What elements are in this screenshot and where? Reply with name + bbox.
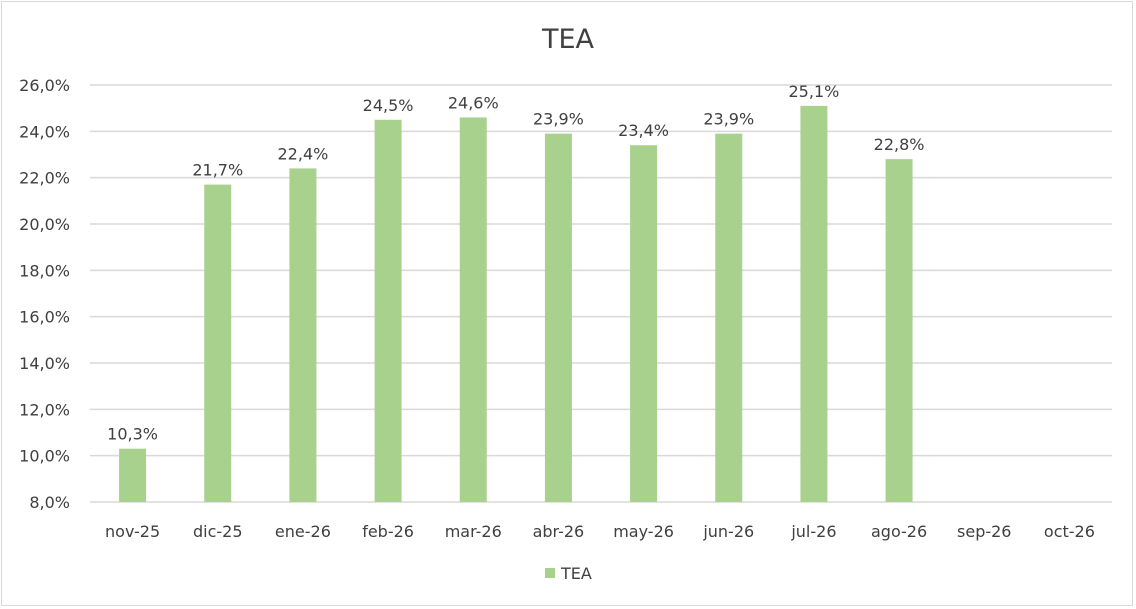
data-label: 22,4% xyxy=(278,144,329,163)
bar xyxy=(289,168,317,502)
bar xyxy=(630,145,658,502)
legend-swatch xyxy=(545,568,555,578)
bar xyxy=(374,119,402,502)
x-tick-label: dic-25 xyxy=(193,522,243,541)
data-labels: 10,3% 21,7% 22,4% 24,5% 24,6% 23,9% 23,4% 23,9%… xyxy=(107,82,924,444)
bar xyxy=(204,184,232,502)
data-label: 24,6% xyxy=(448,93,499,112)
bar xyxy=(800,105,828,502)
y-tick-label: 20,0% xyxy=(19,215,70,234)
legend-label: TEA xyxy=(560,564,592,583)
y-axis-ticks: 8,0% 10,0% 12,0% 14,0% 16,0% 18,0% 20,0% 22,0% 2… xyxy=(19,76,70,512)
bar xyxy=(119,448,147,502)
y-tick-label: 8,0% xyxy=(29,493,70,512)
x-tick-label: abr-26 xyxy=(533,522,585,541)
data-label: 23,9% xyxy=(533,110,584,129)
y-tick-label: 14,0% xyxy=(19,354,70,373)
x-tick-label: jun-26 xyxy=(702,522,754,541)
data-label: 22,8% xyxy=(874,135,925,154)
x-tick-label: sep-26 xyxy=(957,522,1011,541)
x-tick-label: ago-26 xyxy=(871,522,927,541)
data-label: 23,4% xyxy=(618,121,669,140)
bar xyxy=(885,159,913,502)
gridlines xyxy=(90,84,1112,503)
data-label: 25,1% xyxy=(789,82,840,101)
data-label: 10,3% xyxy=(107,425,158,444)
legend: TEA xyxy=(545,564,592,583)
x-tick-label: may-26 xyxy=(613,522,674,541)
data-label: 21,7% xyxy=(192,161,243,180)
x-tick-label: jul-26 xyxy=(790,522,836,541)
data-label: 24,5% xyxy=(363,96,414,115)
bar xyxy=(544,133,572,502)
bar xyxy=(715,133,743,502)
y-tick-label: 24,0% xyxy=(19,122,70,141)
x-tick-label: ene-26 xyxy=(275,522,331,541)
bars xyxy=(119,105,913,502)
y-tick-label: 26,0% xyxy=(19,76,70,95)
bar xyxy=(459,117,487,502)
x-tick-label: nov-25 xyxy=(105,522,160,541)
y-tick-label: 18,0% xyxy=(19,261,70,280)
chart-title: TEA xyxy=(541,24,595,55)
y-tick-label: 16,0% xyxy=(19,308,70,327)
y-tick-label: 12,0% xyxy=(19,400,70,419)
x-tick-label: feb-26 xyxy=(362,522,414,541)
x-tick-label: oct-26 xyxy=(1044,522,1095,541)
y-tick-label: 10,0% xyxy=(19,447,70,466)
x-axis-ticks: nov-25 dic-25 ene-26 feb-26 mar-26 abr-26 may-… xyxy=(105,522,1095,541)
data-label: 23,9% xyxy=(703,110,754,129)
y-tick-label: 22,0% xyxy=(19,169,70,188)
x-tick-label: mar-26 xyxy=(445,522,502,541)
